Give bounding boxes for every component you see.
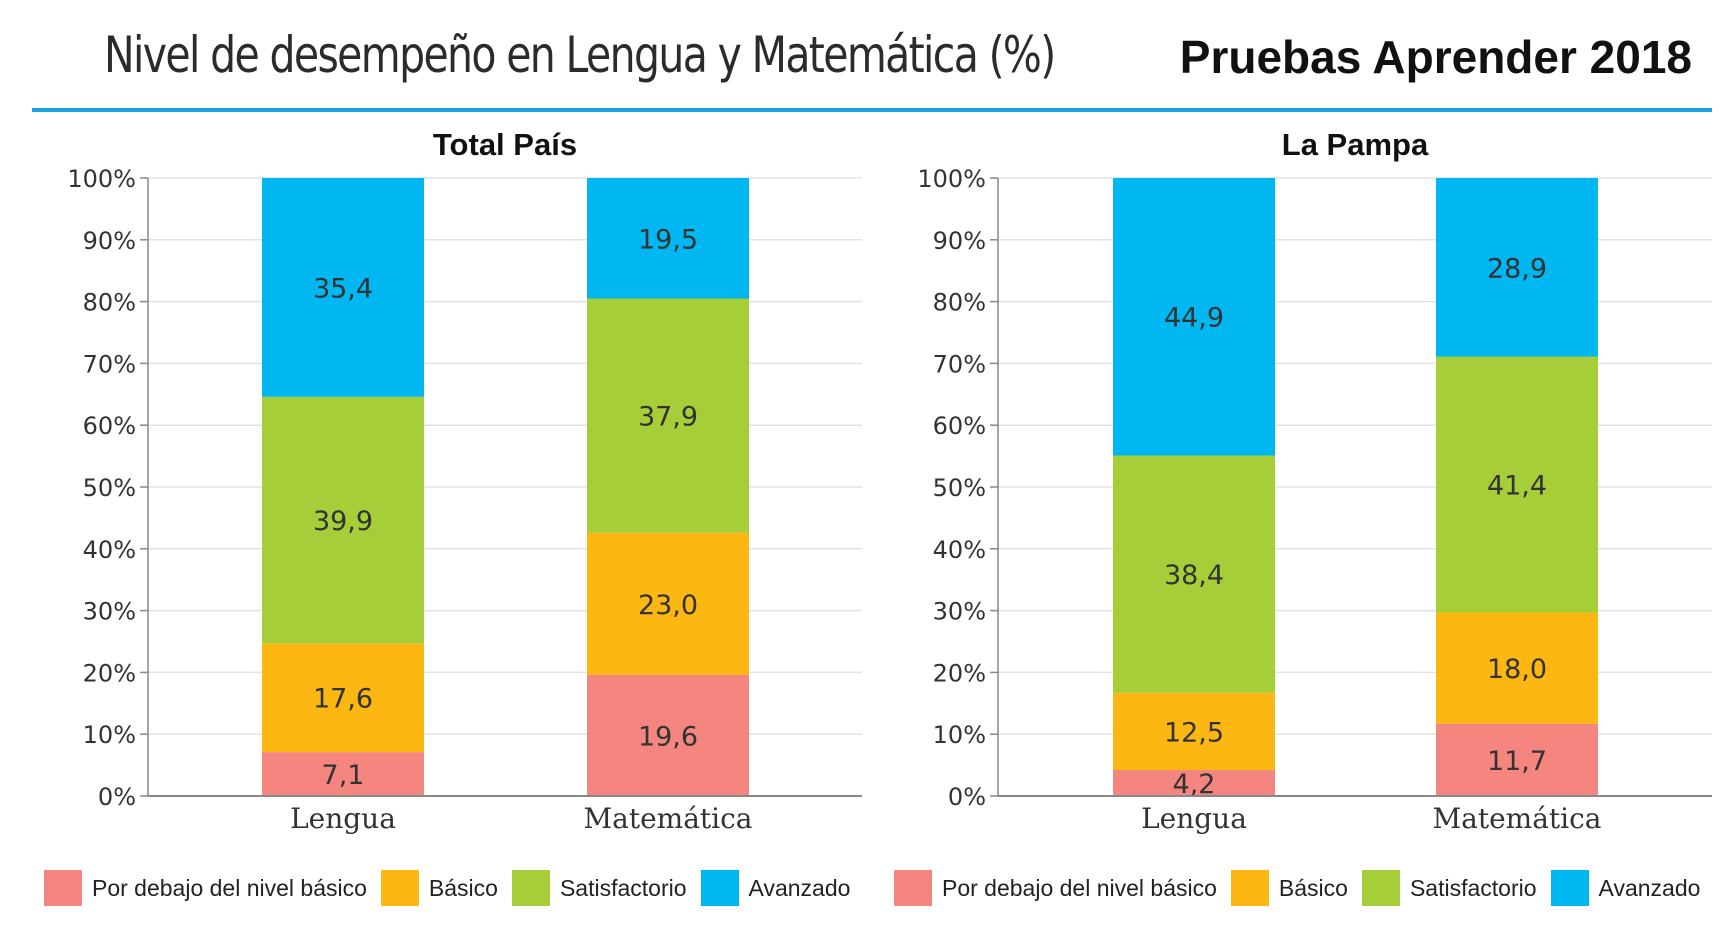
- la-pampa-y-tick-label: 10%: [933, 721, 986, 749]
- legend-total-pais: Por debajo del nivel básico Básico Satisfa…: [44, 868, 864, 908]
- legend-swatch: [511, 870, 550, 906]
- la-pampa-y-tick-label: 100%: [917, 165, 986, 193]
- legend-swatch: [1230, 870, 1269, 906]
- legend-item-por-debajo-del-nivel-basico: Por debajo del nivel básico: [894, 870, 1217, 906]
- la-pampa-bar-lengua-satisfactorio: [1113, 455, 1275, 693]
- legend-swatch: [700, 870, 739, 906]
- total-pais-data-label-matematica-por-debajo-del-nivel-basico: 19,6: [638, 721, 698, 752]
- legend-label: Básico: [1278, 874, 1348, 901]
- la-pampa-bar-matematica-satisfactorio: [1436, 356, 1598, 613]
- total-pais-x-label-lengua: Lengua: [290, 802, 396, 835]
- la-pampa-y-tick-label: 60%: [933, 412, 986, 440]
- la-pampa-y-tick-label: 70%: [933, 350, 986, 378]
- total-pais-data-label-matematica-basico: 23,0: [638, 590, 698, 621]
- la-pampa-y-tick-label: 40%: [933, 536, 986, 564]
- total-pais-data-label-lengua-avanzado: 35,4: [313, 273, 373, 304]
- la-pampa-bar-lengua-por-debajo-del-nivel-basico: [1113, 770, 1275, 796]
- total-pais-y-tick-label: 40%: [83, 536, 136, 564]
- total-pais-bar-matematica-basico: [587, 532, 749, 675]
- la-pampa-data-label-matematica-por-debajo-del-nivel-basico: 11,7: [1487, 746, 1547, 777]
- total-pais-y-tick-label: 90%: [83, 227, 136, 255]
- legend-item-basico: Básico: [380, 870, 498, 906]
- legend-label: Satisfactorio: [559, 874, 687, 901]
- legend-label: Avanzado: [1598, 874, 1701, 901]
- total-pais-bar-lengua-por-debajo-del-nivel-basico: [262, 752, 424, 796]
- total-pais-y-tick-label: 0%: [98, 783, 136, 811]
- total-pais-y-tick-label: 80%: [83, 289, 136, 317]
- la-pampa-y-tick-label: 20%: [933, 659, 986, 687]
- legend-item-por-debajo-del-nivel-basico: Por debajo del nivel básico: [44, 870, 367, 906]
- legend-label: Básico: [428, 874, 498, 901]
- total-pais-x-label-matematica: Matemática: [583, 802, 752, 835]
- total-pais-bar-matematica-avanzado: [587, 178, 749, 299]
- legend-swatch: [380, 870, 419, 906]
- total-pais-y-tick-label: 100%: [67, 165, 136, 193]
- total-pais-y-tick-label: 60%: [83, 412, 136, 440]
- total-pais-bar-lengua-satisfactorio: [262, 396, 424, 644]
- la-pampa-data-label-matematica-satisfactorio: 41,4: [1487, 471, 1547, 502]
- legend-item-satisfactorio: Satisfactorio: [511, 870, 687, 906]
- total-pais-bar-matematica-satisfactorio: [587, 298, 749, 533]
- la-pampa-chart-title: La Pampa: [1282, 127, 1429, 162]
- la-pampa-bar-lengua-basico: [1113, 692, 1275, 771]
- la-pampa-bar-matematica-avanzado: [1436, 178, 1598, 357]
- legend-item-basico: Básico: [1230, 870, 1348, 906]
- la-pampa-y-tick-label: 30%: [933, 598, 986, 626]
- total-pais-data-label-matematica-satisfactorio: 37,9: [638, 402, 698, 433]
- legend-swatch: [894, 870, 932, 906]
- la-pampa-bar-matematica-por-debajo-del-nivel-basico: [1436, 723, 1598, 796]
- legend-label: Por debajo del nivel básico: [92, 874, 367, 901]
- la-pampa-bar-lengua-avanzado: [1113, 178, 1275, 456]
- la-pampa-data-label-lengua-satisfactorio: 38,4: [1164, 560, 1224, 591]
- la-pampa-y-tick-label: 90%: [933, 227, 986, 255]
- la-pampa-data-label-matematica-basico: 18,0: [1487, 654, 1547, 685]
- total-pais-y-tick-label: 30%: [83, 598, 136, 626]
- la-pampa-y-tick-label: 0%: [948, 783, 986, 811]
- total-pais-data-label-lengua-basico: 17,6: [313, 684, 373, 715]
- legend-label: Satisfactorio: [1409, 874, 1537, 901]
- la-pampa-y-tick-label: 80%: [933, 289, 986, 317]
- legend-item-avanzado: Avanzado: [700, 870, 851, 906]
- legend-swatch: [1550, 870, 1589, 906]
- la-pampa-data-label-matematica-avanzado: 28,9: [1487, 253, 1547, 284]
- total-pais-data-label-matematica-avanzado: 19,5: [638, 224, 698, 255]
- report-title: Pruebas Aprender 2018: [1179, 31, 1692, 83]
- legend-la-pampa: Por debajo del nivel básico Básico Satisfa…: [894, 868, 1714, 908]
- total-pais-chart-title: Total País: [433, 127, 577, 162]
- legend-item-satisfactorio: Satisfactorio: [1361, 870, 1537, 906]
- title-divider: [32, 108, 1712, 112]
- total-pais-bar-lengua-basico: [262, 643, 424, 753]
- legend-swatch: [44, 870, 82, 906]
- la-pampa-data-label-lengua-basico: 12,5: [1164, 717, 1224, 748]
- legend-item-avanzado: Avanzado: [1550, 870, 1701, 906]
- la-pampa-x-label-lengua: Lengua: [1141, 802, 1247, 835]
- total-pais-bar-matematica-por-debajo-del-nivel-basico: [587, 674, 749, 796]
- total-pais-y-tick-label: 70%: [83, 350, 136, 378]
- la-pampa-data-label-lengua-avanzado: 44,9: [1164, 303, 1224, 334]
- total-pais-data-label-lengua-por-debajo-del-nivel-basico: 7,1: [322, 760, 365, 791]
- la-pampa-data-label-lengua-por-debajo-del-nivel-basico: 4,2: [1173, 769, 1216, 800]
- legend-swatch: [1361, 870, 1400, 906]
- legend-label: Por debajo del nivel básico: [942, 874, 1217, 901]
- total-pais-y-tick-label: 10%: [83, 721, 136, 749]
- total-pais-data-label-lengua-satisfactorio: 39,9: [313, 506, 373, 537]
- page-title: Nivel de desempeño en Lengua y Matemátic…: [104, 26, 1056, 84]
- total-pais-bar-lengua-avanzado: [262, 178, 424, 397]
- legend-label: Avanzado: [748, 874, 851, 901]
- la-pampa-bar-matematica-basico: [1436, 612, 1598, 724]
- la-pampa-x-label-matematica: Matemática: [1432, 802, 1601, 835]
- total-pais-y-tick-label: 50%: [83, 474, 136, 502]
- la-pampa-y-tick-label: 50%: [933, 474, 986, 502]
- total-pais-y-tick-label: 20%: [83, 659, 136, 687]
